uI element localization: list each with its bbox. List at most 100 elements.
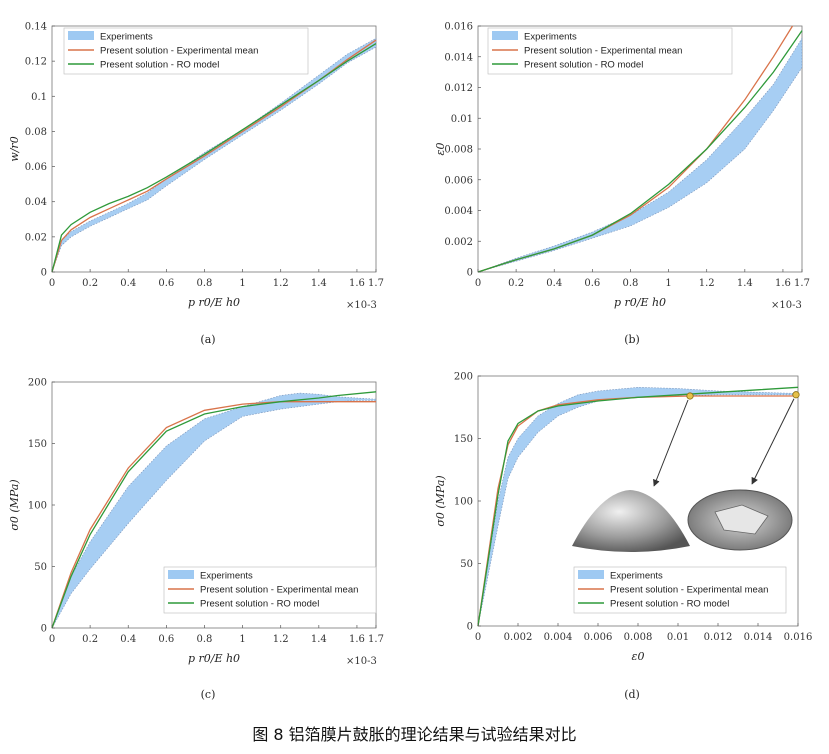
y-tick-label: 0.1	[31, 92, 47, 103]
y-tick-label: 50	[34, 562, 47, 573]
x-tick-label: 0	[475, 632, 481, 643]
legend: Experiments Present solution - Experiment…	[163, 566, 377, 614]
x-multiplier: ×10-3	[346, 300, 377, 311]
y-tick-label: 0.04	[25, 197, 47, 208]
x-tick-label: 1.4	[737, 278, 753, 289]
y-axis-label: σ0 (MPa)	[8, 479, 21, 530]
x-tick-label: 0.008	[624, 632, 653, 643]
y-tick-label: 150	[454, 434, 473, 445]
x-axis-label: p r0/E h0	[188, 652, 240, 665]
x-multiplier: ×10-3	[346, 656, 377, 667]
x-tick-label: 0	[475, 278, 481, 289]
panel-label: (c)	[201, 688, 216, 701]
marker-point	[792, 391, 800, 399]
legend-swatch-band	[492, 31, 518, 40]
legend-box	[63, 27, 309, 75]
ro-model-line	[51, 43, 377, 273]
y-tick-label: 200	[454, 372, 473, 383]
y-tick-label: 0.08	[25, 127, 47, 138]
legend-entry: Present solution - RO model	[200, 599, 319, 610]
x-tick-label: 0	[49, 634, 55, 645]
legend-box	[163, 566, 377, 614]
legend-entry: Present solution - RO model	[100, 60, 219, 71]
y-tick-label: 0.014	[444, 52, 473, 63]
y-tick-label: 0	[467, 622, 473, 633]
x-tick-label: 0.2	[508, 278, 524, 289]
legend-entry: Present solution - Experimental mean	[100, 46, 258, 57]
legend-swatch-band	[68, 31, 94, 40]
x-tick-label: 0	[49, 278, 55, 289]
legend: Experiments Present solution - Experiment…	[487, 27, 733, 75]
x-tick-label: 0.006	[584, 632, 613, 643]
legend-entry: Present solution - Experimental mean	[200, 585, 358, 596]
x-tick-label: 1	[239, 634, 245, 645]
x-tick-label: 0.8	[623, 278, 639, 289]
y-axis-label: ε0	[434, 143, 447, 156]
legend-entry: Experiments	[100, 32, 153, 43]
chart-panel-a: 0 0.2 0.4 0.6 0.8 1 1.2 1.4 1.6 1.7 0 0.02 0.04 0.06 0…	[8, 22, 384, 347]
x-tick-label: 0.012	[704, 632, 733, 643]
x-tick-label: 1.7	[368, 634, 384, 645]
x-axis-label: p r0/E h0	[614, 296, 666, 309]
y-tick-label: 0.02	[25, 232, 47, 243]
y-tick-label: 0.01	[451, 114, 473, 125]
x-tick-label: 1.4	[311, 278, 327, 289]
x-tick-label: 0.2	[82, 278, 98, 289]
y-tick-label: 0.008	[444, 145, 473, 156]
x-tick-label: 1	[239, 278, 245, 289]
x-multiplier: ×10-3	[771, 300, 802, 311]
arrow	[653, 399, 689, 487]
experiments-band	[51, 392, 377, 629]
x-tick-label: 1.6	[349, 278, 365, 289]
legend-entry: Experiments	[610, 571, 663, 582]
intact-dome-image	[572, 490, 690, 552]
experiments-band	[477, 37, 803, 273]
y-tick-label: 100	[28, 501, 47, 512]
y-tick-label: 0.002	[444, 237, 473, 248]
x-tick-label: 0.004	[544, 632, 573, 643]
x-tick-label: 1.2	[699, 278, 715, 289]
x-tick-label: 0.2	[82, 634, 98, 645]
y-tick-label: 150	[28, 439, 47, 450]
x-tick-label: 0.4	[120, 634, 136, 645]
legend: Experiments Present solution - Experiment…	[573, 566, 787, 614]
experimental-mean-line	[51, 401, 376, 629]
x-tick-label: 1.6	[775, 278, 791, 289]
y-axis-label: σ0 (MPa)	[434, 475, 447, 526]
x-tick-label: 1.2	[273, 278, 289, 289]
legend-entry: Present solution - RO model	[524, 60, 643, 71]
legend-box	[573, 566, 787, 614]
y-tick-label: 0.016	[444, 22, 473, 33]
x-tick-label: 1.7	[794, 278, 810, 289]
x-tick-label: 0.002	[504, 632, 533, 643]
rupture-area	[714, 504, 769, 535]
y-tick-label: 0.06	[25, 162, 47, 173]
specimen-images	[572, 391, 800, 552]
x-tick-label: 0.016	[784, 632, 813, 643]
y-tick-label: 0	[467, 268, 473, 279]
y-tick-label: 0.12	[25, 57, 47, 68]
arrow	[751, 398, 795, 485]
legend-swatch-band	[168, 570, 194, 579]
x-axis-label: p r0/E h0	[188, 296, 240, 309]
x-tick-label: 0.4	[546, 278, 562, 289]
legend-entry: Present solution - RO model	[610, 599, 729, 610]
x-tick-label: 0.8	[197, 278, 213, 289]
y-tick-label: 0.004	[444, 206, 473, 217]
ro-model-line	[51, 391, 377, 629]
x-tick-label: 0.6	[584, 278, 600, 289]
x-tick-label: 0.6	[158, 278, 174, 289]
y-tick-label: 0.006	[444, 175, 473, 186]
x-tick-label: 1.7	[368, 278, 384, 289]
x-tick-label: 0.8	[197, 634, 213, 645]
x-tick-label: 1	[665, 278, 671, 289]
x-tick-label: 1.2	[273, 634, 289, 645]
ro-model-line	[477, 386, 799, 627]
marker-point	[686, 392, 694, 400]
x-tick-label: 0.6	[158, 634, 174, 645]
panel-label: (d)	[624, 688, 640, 701]
legend-entry: Experiments	[524, 32, 577, 43]
legend-swatch-band	[578, 570, 604, 579]
legend-box	[487, 27, 733, 75]
